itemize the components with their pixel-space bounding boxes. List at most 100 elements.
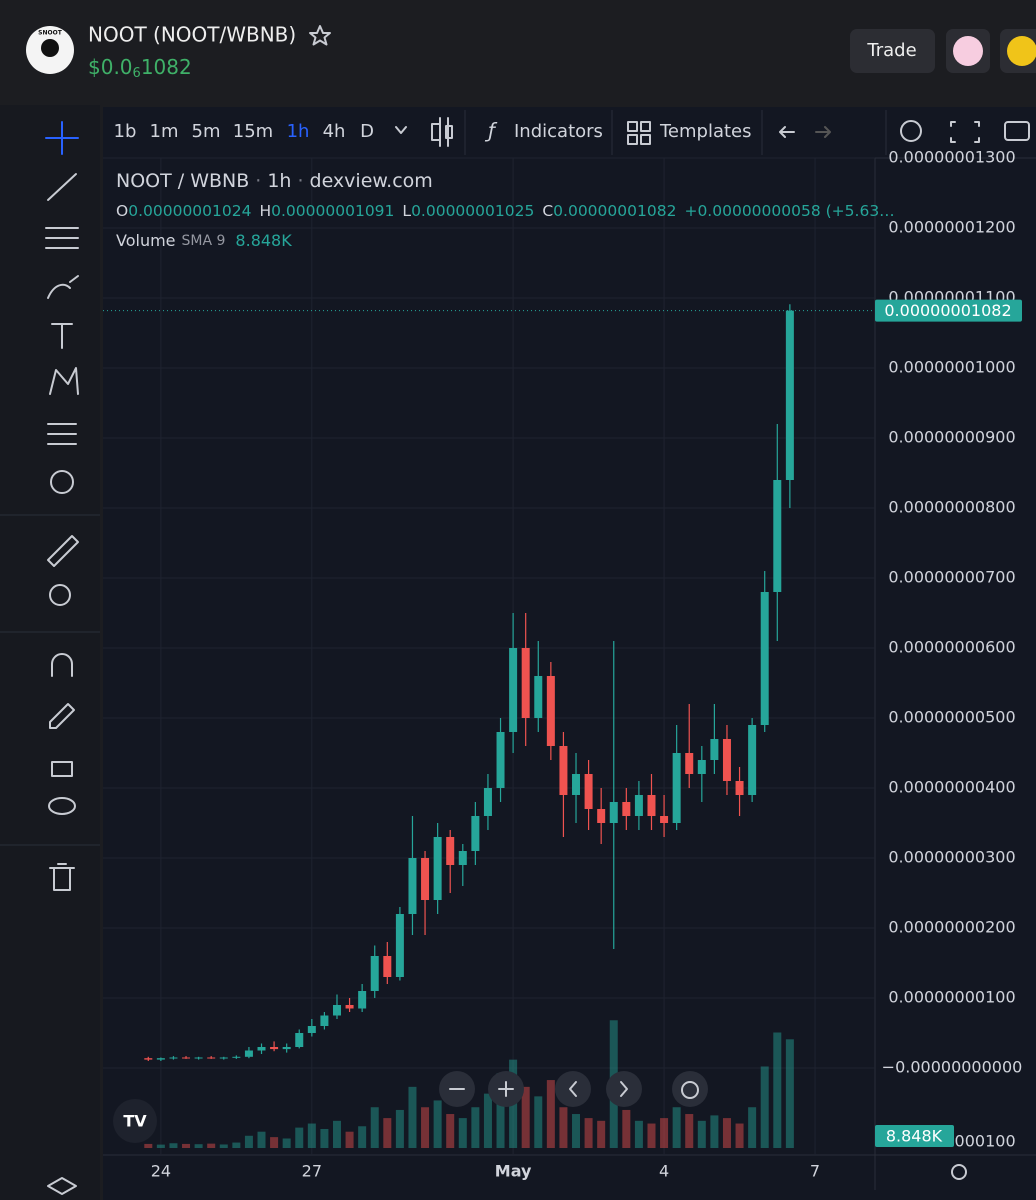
x-tick-label: 7: [810, 1162, 820, 1181]
volume-bar: [408, 1086, 417, 1148]
volume-bar: [295, 1127, 304, 1148]
delete-tool[interactable]: [49, 863, 75, 891]
legend-part: ·: [255, 170, 261, 192]
candle-body: [634, 795, 643, 816]
interval-menu[interactable]: [395, 126, 407, 134]
volume-legend: Volume SMA 9 8.848K: [116, 231, 292, 250]
candle-body: [722, 739, 731, 781]
plot: 1b 1m 5m 15m 1h 4h D 0.00000001300 0.00000001200…: [103, 121, 1022, 1181]
volume-bar: [660, 1118, 669, 1148]
screenshot-button[interactable]: [1004, 121, 1030, 141]
redo-button[interactable]: [815, 126, 831, 138]
legend-part: 1h: [267, 170, 291, 192]
candle-body: [421, 858, 430, 900]
settings-button[interactable]: [900, 120, 922, 142]
ruler-tool[interactable]: [47, 535, 79, 567]
chart-panel: [103, 107, 1036, 1200]
candle-body: [207, 1057, 216, 1059]
wallet-icon: [1007, 36, 1036, 66]
candle-body: [584, 774, 593, 809]
candle-body: [169, 1057, 178, 1059]
candle-body: [471, 816, 480, 851]
text-tool[interactable]: [51, 323, 73, 349]
layers-tool[interactable]: [47, 1177, 77, 1195]
reset-view[interactable]: [672, 1071, 708, 1107]
undo-button[interactable]: [779, 126, 795, 138]
trade-button[interactable]: [850, 29, 935, 73]
zoom-controls: [439, 1071, 708, 1107]
volume-bar: [748, 1107, 757, 1148]
scroll-right[interactable]: [606, 1071, 642, 1107]
interval-button[interactable]: 1m: [150, 121, 179, 142]
y-tick-label: 0.00000000600: [888, 638, 1015, 657]
tv-logo-mark: TV: [123, 1112, 147, 1131]
interval-button[interactable]: 15m: [233, 121, 273, 142]
logo-mark: [41, 39, 59, 57]
y-tick-label: 0.00000000800: [888, 498, 1015, 517]
candle-body: [509, 648, 518, 732]
volume-bar: [207, 1143, 216, 1148]
magnet-tool[interactable]: [51, 653, 73, 677]
interval-button[interactable]: 1b: [114, 121, 137, 142]
hide-tool[interactable]: [48, 797, 76, 815]
candle-body: [446, 837, 455, 865]
chart-legend-title: NOOT / WBNB · 1h · dexview.com: [116, 170, 433, 192]
pattern-tool[interactable]: [49, 367, 79, 395]
x-tick-label: 24: [151, 1162, 171, 1181]
interval-button[interactable]: 1h: [287, 121, 310, 142]
line-tool[interactable]: [47, 173, 77, 201]
measure-tool[interactable]: [47, 423, 77, 445]
axis-settings[interactable]: [951, 1164, 967, 1180]
candle-body: [219, 1057, 228, 1059]
templates-button[interactable]: Templates: [659, 121, 752, 142]
y-tick-label: 0.00000000700: [888, 568, 1015, 587]
ohlc-key: H: [259, 202, 271, 220]
pair-title: NOOT (NOOT/WBNB): [88, 23, 296, 47]
fib-tool[interactable]: [45, 227, 79, 249]
interval-button[interactable]: 5m: [192, 121, 221, 142]
volume-bar: [458, 1118, 467, 1148]
candle-body: [408, 858, 417, 914]
candle-body: [697, 760, 706, 774]
candle-body: [672, 753, 681, 823]
candle-body: [320, 1015, 329, 1026]
volume-bar: [270, 1137, 279, 1148]
lock-draw-tool[interactable]: [49, 703, 75, 729]
chart-type-button[interactable]: [431, 117, 453, 147]
candle-body: [182, 1057, 191, 1059]
indicators-button[interactable]: Indicators: [514, 121, 603, 142]
candle-body: [710, 739, 719, 760]
lock-tool[interactable]: [51, 761, 73, 777]
cross-tool[interactable]: [45, 121, 79, 155]
favorite-star[interactable]: [309, 25, 331, 46]
candle-body: [257, 1047, 266, 1051]
y-tick-label: 0.00000000400: [888, 778, 1015, 797]
volume-bar: [257, 1131, 266, 1148]
x-tick-label: 27: [302, 1162, 322, 1181]
candle-body: [534, 676, 543, 718]
candle-body: [232, 1056, 241, 1058]
candle-body: [295, 1033, 304, 1047]
last-price-tag: [875, 299, 1022, 322]
candle-body: [735, 781, 744, 795]
candle-body: [458, 851, 467, 865]
interval-button[interactable]: D: [360, 121, 374, 142]
interval-button[interactable]: 4h: [323, 121, 346, 142]
volume-bar: [144, 1143, 153, 1148]
scroll-left[interactable]: [555, 1071, 591, 1107]
drawing-toolbar: [0, 105, 100, 1200]
volume-bar: [232, 1142, 241, 1148]
fullscreen-button[interactable]: [950, 121, 980, 143]
fx-icon: ƒ: [484, 119, 498, 143]
logo-text: SNOOT: [38, 30, 63, 37]
brush-tool[interactable]: [47, 275, 79, 299]
volume-bar: [710, 1115, 719, 1148]
emoji-tool[interactable]: [50, 470, 74, 494]
volume-bar: [672, 1107, 681, 1148]
volume-bar: [546, 1080, 555, 1148]
legend-part: ·: [297, 170, 303, 192]
volume-bar: [471, 1107, 480, 1148]
candle-body: [383, 956, 392, 977]
candle-body: [307, 1026, 316, 1033]
zoom-tool[interactable]: [49, 584, 71, 606]
